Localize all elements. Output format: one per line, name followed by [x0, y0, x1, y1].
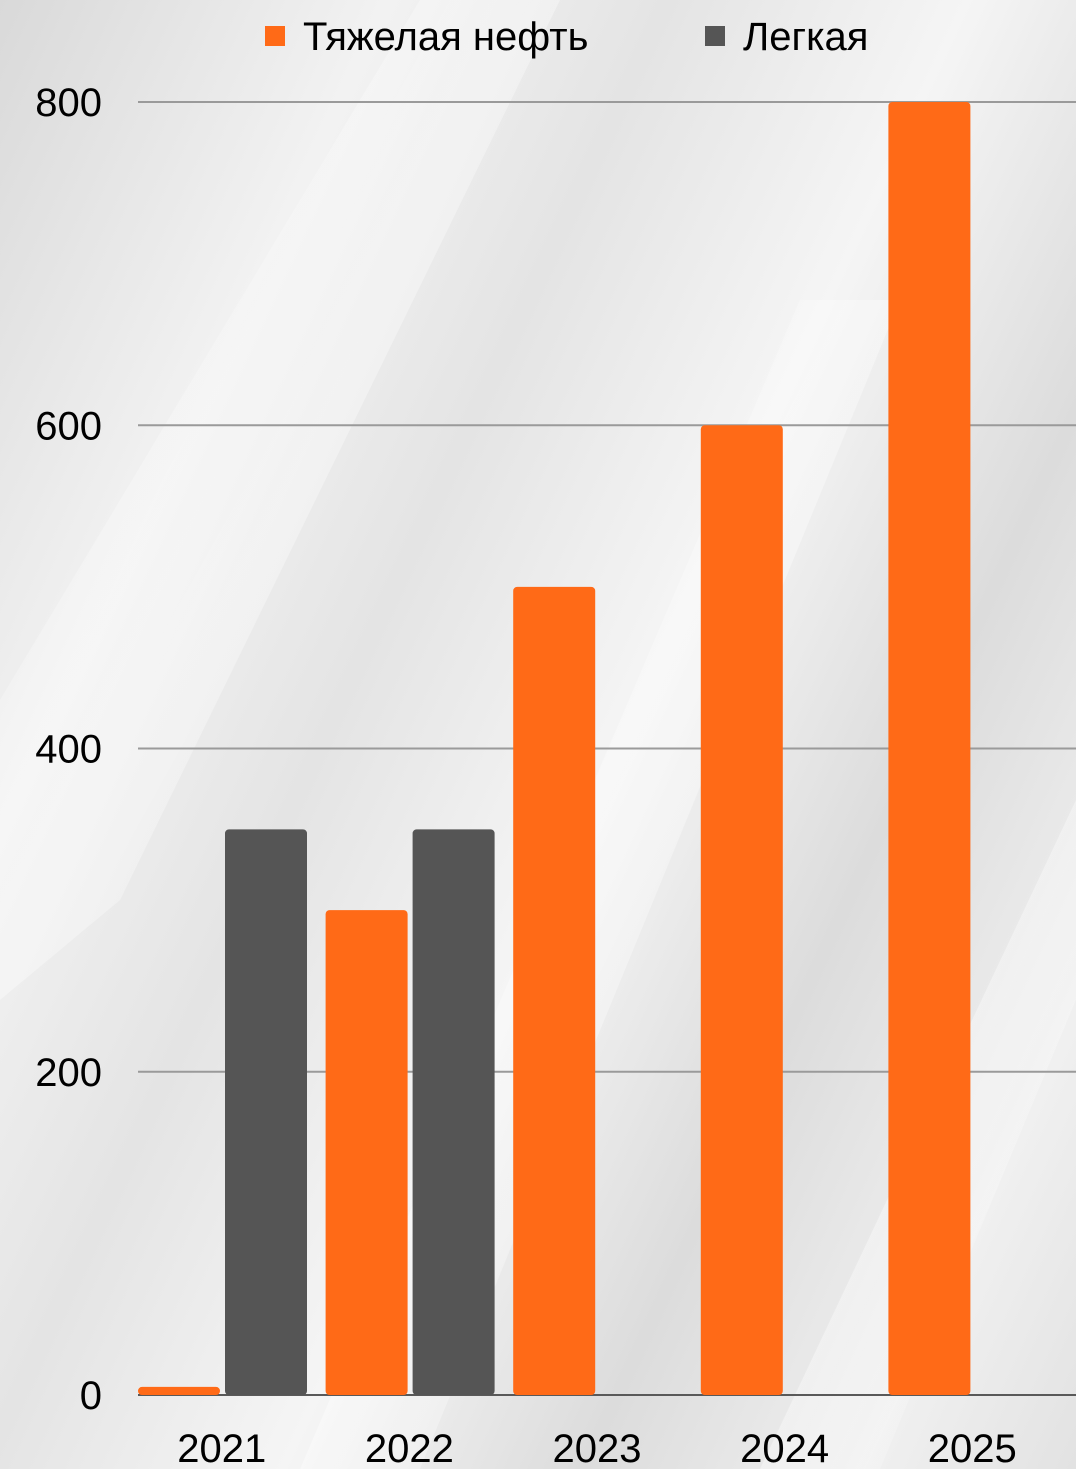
y-tick-label: 600 — [35, 404, 102, 448]
legend-swatch — [265, 26, 285, 46]
legend-label: Тяжелая нефть — [303, 15, 588, 59]
bar — [225, 829, 307, 1395]
legend-swatch — [705, 26, 725, 46]
x-axis: 2021 2022 2023 2024 2025 — [177, 1427, 1016, 1469]
y-tick-label: 800 — [35, 81, 102, 125]
legend-label: Легкая — [743, 15, 868, 59]
bar — [700, 425, 783, 1395]
x-tick-label: 2023 — [553, 1427, 642, 1469]
y-tick-label: 0 — [80, 1374, 102, 1418]
x-tick-label: 2022 — [365, 1427, 454, 1469]
bar — [412, 829, 495, 1395]
x-tick-label: 2021 — [177, 1427, 266, 1469]
x-tick-label: 2024 — [740, 1427, 829, 1469]
y-tick-label: 200 — [35, 1051, 102, 1095]
bar — [888, 102, 971, 1395]
bar — [325, 910, 408, 1395]
y-axis: 0 200 400 600 800 — [35, 81, 102, 1418]
y-tick-label: 400 — [35, 728, 102, 772]
bars — [138, 102, 971, 1395]
bar — [513, 586, 596, 1395]
x-tick-label: 2025 — [928, 1427, 1017, 1469]
legend: Тяжелая нефть Легкая — [265, 15, 868, 59]
bar — [138, 1386, 220, 1395]
